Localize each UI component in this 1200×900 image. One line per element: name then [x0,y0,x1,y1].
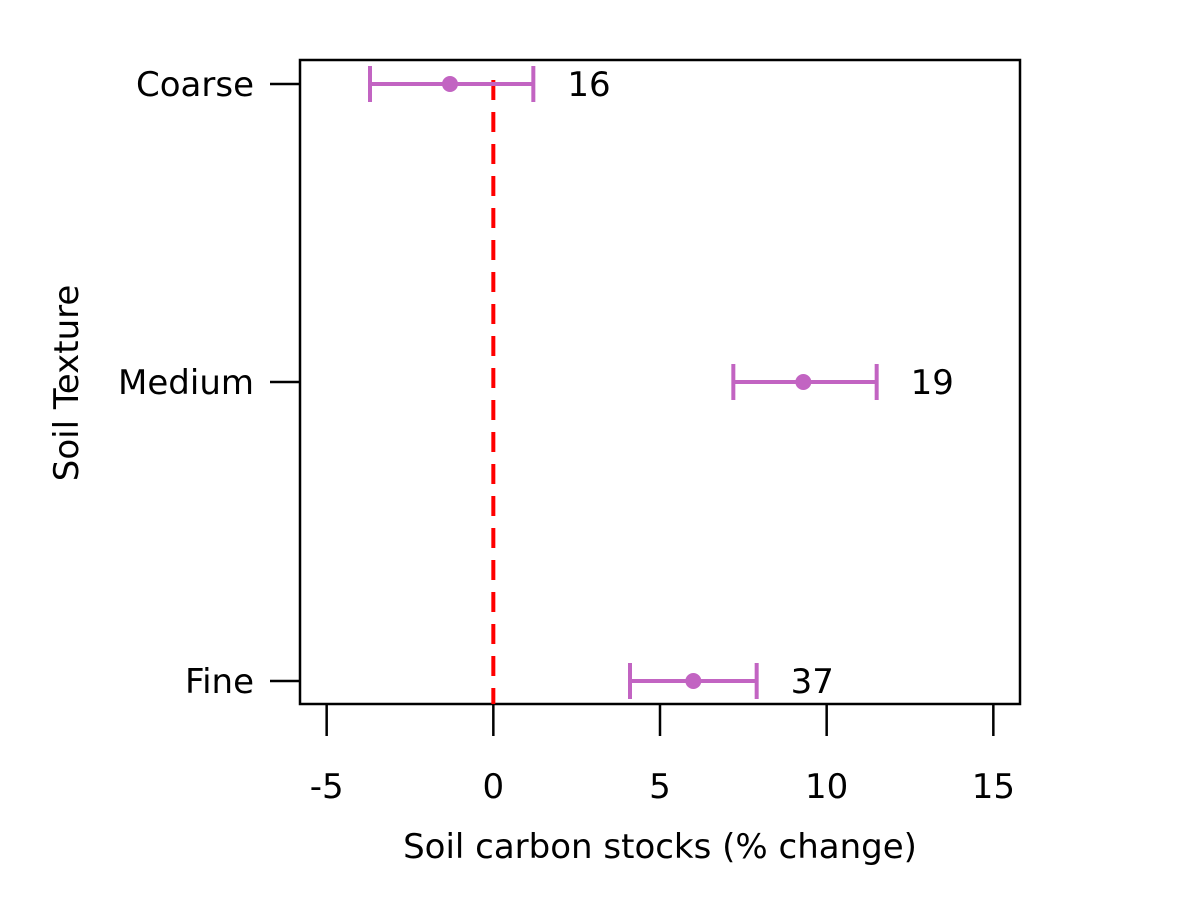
y-tick-label: Coarse [136,65,254,105]
x-tick-label: -5 [310,767,344,807]
mean-point [685,673,702,689]
sample-size-label: 19 [911,363,954,403]
x-tick-label: 10 [805,767,848,807]
x-tick-label: 5 [649,767,671,807]
x-axis-label: Soil carbon stocks (% change) [403,827,917,867]
mean-point [795,374,812,390]
y-axis: Fine Medium Coarse [118,65,300,702]
sample-size-label: 16 [567,65,610,105]
x-axis: -5 0 5 10 15 [310,704,1015,807]
y-axis-label: Soil Texture [47,285,87,482]
x-tick-label: 15 [972,767,1015,807]
y-tick-label: Fine [185,662,254,702]
error-bar-series: 16 19 37 [368,65,954,702]
x-tick-label: 0 [483,767,505,807]
y-tick-label: Medium [118,363,254,403]
sample-size-label: 37 [791,662,834,702]
mean-point [442,76,458,92]
